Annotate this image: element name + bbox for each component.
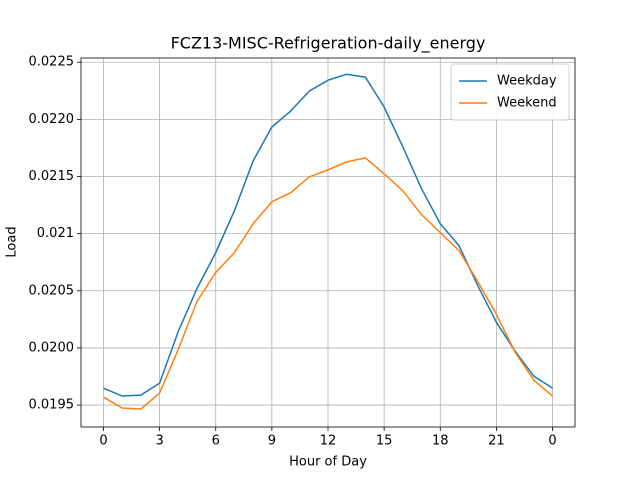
x-tick-label: 0	[548, 434, 556, 449]
legend-label: Weekend	[497, 96, 557, 111]
x-tick-label: 18	[432, 434, 449, 449]
axes-frame	[80, 57, 576, 428]
y-tick-label: 0.0205	[29, 283, 75, 298]
y-axis-label: Load	[5, 226, 20, 257]
y-tick-label: 0.021	[37, 226, 74, 241]
x-tick-label: 9	[268, 434, 276, 449]
x-tick-label: 0	[99, 434, 107, 449]
chart-title: FCZ13-MISC-Refrigeration-daily_energy	[171, 34, 486, 54]
legend-label: Weekday	[497, 74, 557, 89]
y-tick-label: 0.0215	[29, 169, 75, 184]
x-tick-label: 21	[488, 434, 505, 449]
y-tick-label: 0.0220	[29, 112, 75, 127]
y-tick-label: 0.0225	[29, 55, 75, 70]
x-tick-label: 15	[376, 434, 393, 449]
x-tick-label: 3	[155, 434, 163, 449]
legend-box	[450, 63, 570, 121]
x-tick-label: 6	[212, 434, 220, 449]
y-tick-label: 0.0200	[29, 340, 75, 355]
line-series	[103, 157, 554, 410]
line-series	[103, 73, 553, 397]
x-tick-label: 12	[320, 434, 337, 449]
y-tick-label: 0.0195	[29, 398, 75, 413]
x-axis-label: Hour of Day	[289, 455, 367, 470]
